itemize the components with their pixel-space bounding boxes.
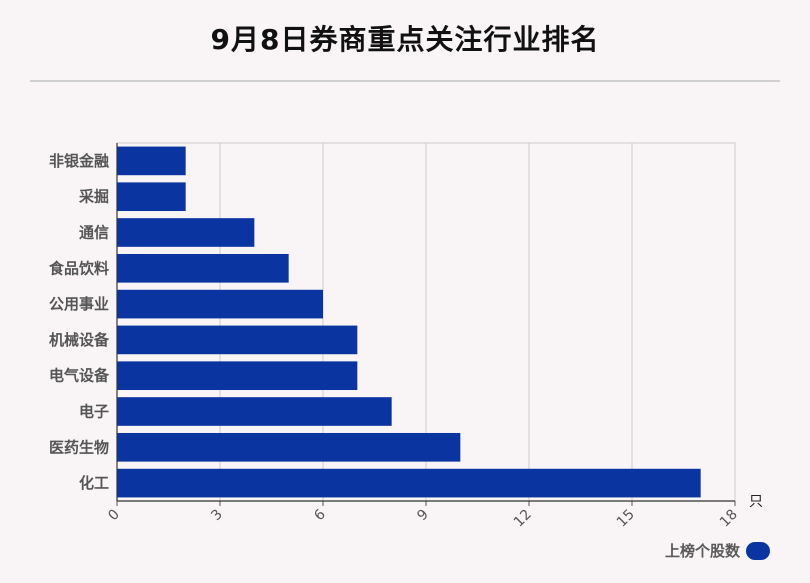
- legend[interactable]: 上榜个股数: [665, 540, 770, 561]
- category-label: 电气设备: [49, 367, 110, 385]
- bar: [117, 218, 255, 247]
- x-tick-label: 18: [717, 507, 741, 531]
- bar: [117, 468, 701, 498]
- category-label: 化工: [79, 474, 109, 492]
- bar: [117, 397, 392, 426]
- x-tick-label: 6: [311, 506, 329, 524]
- x-tick-label: 12: [511, 507, 535, 531]
- bar: [117, 289, 323, 319]
- category-label: 采掘: [78, 188, 109, 206]
- bar: [117, 182, 186, 212]
- legend-swatch: [746, 541, 770, 560]
- bar: [117, 325, 358, 355]
- category-label: 非银金融: [49, 152, 109, 170]
- x-unit-label: 只: [749, 494, 763, 510]
- title-divider: [30, 80, 780, 82]
- category-label: 通信: [79, 224, 109, 242]
- chart-title: 9月8日券商重点关注行业排名: [210, 23, 600, 56]
- category-label: 电子: [79, 403, 109, 421]
- x-tick-label: 9: [414, 507, 432, 525]
- x-tick-label: 0: [105, 507, 123, 525]
- category-label: 医药生物: [49, 438, 109, 456]
- legend-label: 上榜个股数: [664, 542, 740, 560]
- x-tick-label: 15: [614, 507, 638, 531]
- bar: [117, 432, 461, 462]
- category-label: 机械设备: [49, 331, 110, 349]
- bar: [117, 253, 289, 283]
- x-tick-label: 3: [208, 507, 226, 525]
- category-label: 食品饮料: [49, 259, 109, 277]
- bar: [117, 361, 358, 391]
- category-label: 公用事业: [49, 295, 109, 313]
- bar: [117, 146, 186, 176]
